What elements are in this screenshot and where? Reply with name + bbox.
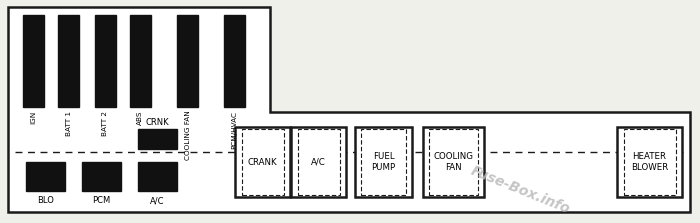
Bar xyxy=(291,127,346,197)
Polygon shape xyxy=(8,6,690,213)
Bar xyxy=(429,129,478,195)
Text: Fuse-Box.info: Fuse-Box.info xyxy=(469,164,573,217)
Text: COOLING
FAN: COOLING FAN xyxy=(433,152,474,172)
Text: FUEL
PUMP: FUEL PUMP xyxy=(372,152,396,172)
Bar xyxy=(355,127,412,197)
Text: ABS: ABS xyxy=(137,111,143,125)
Bar xyxy=(617,127,682,197)
Bar xyxy=(177,15,198,107)
Text: BLO: BLO xyxy=(37,196,54,205)
Bar xyxy=(361,129,406,195)
Bar xyxy=(624,129,676,195)
Text: BATT 2: BATT 2 xyxy=(102,111,108,136)
Bar xyxy=(27,162,64,190)
Bar xyxy=(139,162,176,190)
Bar xyxy=(235,127,290,197)
Bar xyxy=(94,15,116,107)
Text: BATT 1: BATT 1 xyxy=(66,111,71,136)
Bar xyxy=(130,15,150,107)
Text: PCM: PCM xyxy=(92,196,111,205)
Text: COOLING FAN: COOLING FAN xyxy=(185,111,190,160)
Text: CRNK: CRNK xyxy=(146,118,169,127)
Text: CRANK: CRANK xyxy=(248,158,277,167)
Bar xyxy=(137,129,178,149)
Bar xyxy=(23,15,44,107)
Text: PCM/HVAC: PCM/HVAC xyxy=(232,111,237,149)
Bar xyxy=(298,129,340,195)
Text: A/C: A/C xyxy=(150,196,164,205)
Bar xyxy=(58,15,79,107)
Text: HEATER
BLOWER: HEATER BLOWER xyxy=(631,152,668,172)
Text: IGN: IGN xyxy=(31,111,36,124)
Bar xyxy=(423,127,484,197)
Bar xyxy=(83,162,120,190)
Bar xyxy=(241,129,284,195)
Bar xyxy=(224,15,245,107)
Text: A/C: A/C xyxy=(311,158,326,167)
